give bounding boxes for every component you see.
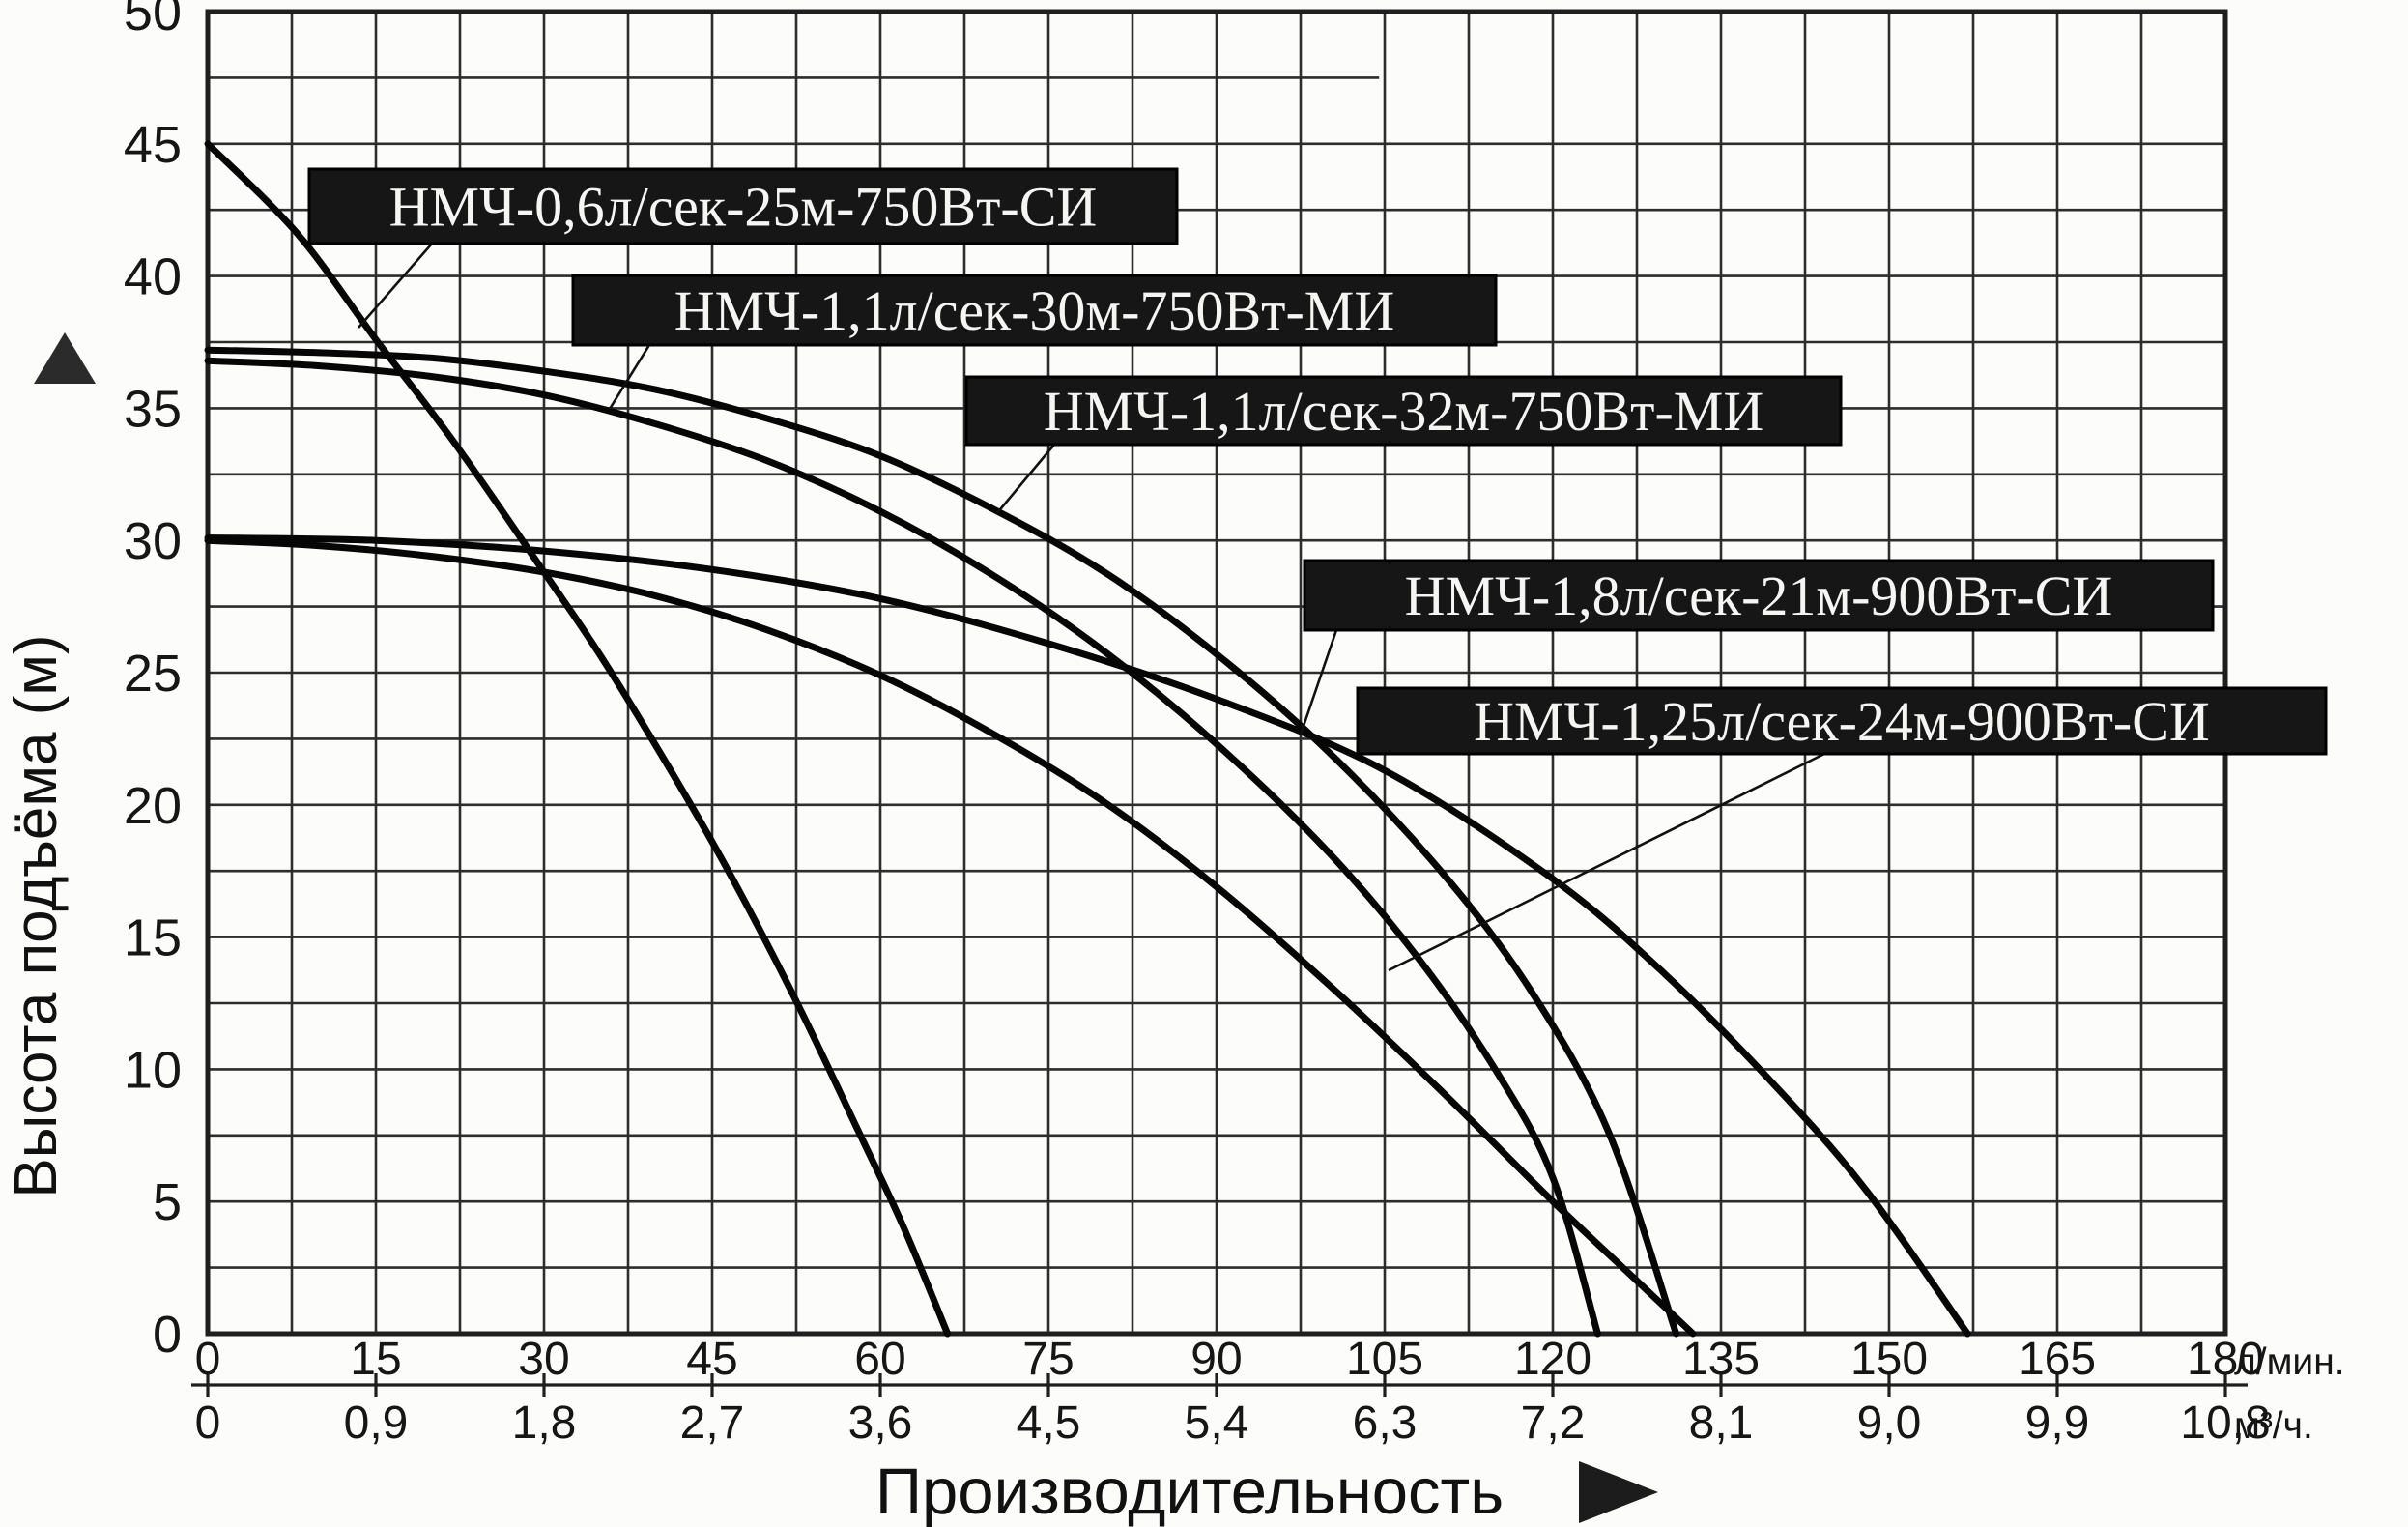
x-tick-label-lmin: 165: [2019, 1334, 2096, 1385]
x-tick-label-m3h: 2,7: [680, 1397, 745, 1449]
label-pointer-line: [608, 344, 651, 410]
x-tick-label-lmin: 75: [1022, 1334, 1074, 1385]
x-tick-label-m3h: 10,8: [2180, 1397, 2270, 1449]
x-tick-label-m3h: 3,6: [848, 1397, 913, 1449]
curve-label-box: [307, 167, 1179, 245]
pump-curve: [204, 534, 1971, 1338]
curve-label-box: [1356, 686, 2328, 756]
label-pointer-line: [358, 243, 433, 329]
x-tick-label-lmin: 120: [1514, 1334, 1591, 1385]
x-tick-label-lmin: 45: [686, 1334, 737, 1385]
axes: Высота подъёма (м) 50454035302520151050 …: [3, 0, 2345, 1527]
y-axis-up-arrow-icon: [34, 332, 96, 384]
y-tick-label: 40: [124, 248, 182, 306]
x-tick-label-m3h: 6,3: [1353, 1397, 1418, 1449]
x-tick-label-m3h: 4,5: [1017, 1397, 1081, 1449]
curve-labels: НМЧ-0,6л/сек-25м-750Вт-СИ НМЧ-1,1л/сек-30…: [307, 167, 2328, 756]
x-axis-unit-m3h: м³/ч.: [2234, 1405, 2313, 1447]
y-tick-label: 15: [124, 909, 182, 967]
label-pointer-line: [1388, 752, 1825, 972]
x-tick-label-m3h: 0: [195, 1397, 221, 1449]
label-pointer-line: [995, 444, 1055, 515]
x-tick-label-m3h: 0,9: [344, 1397, 409, 1449]
y-tick-label: 20: [124, 777, 182, 835]
curve-label: НМЧ-1,8л/сек-21м-900Вт-СИ: [1405, 564, 2113, 627]
pump-curve: [204, 536, 1697, 1338]
y-tick-label: 0: [153, 1306, 182, 1364]
x-tick-label-lmin: 105: [1346, 1334, 1423, 1385]
pump-curve: [204, 140, 952, 1338]
curve-label: НМЧ-1,1л/сек-30м-750Вт-МИ: [674, 279, 1395, 342]
x-tick-label-lmin: 60: [854, 1334, 905, 1385]
x-axis-unit-lmin: л/мин.: [2234, 1341, 2345, 1383]
y-tick-label: 50: [124, 0, 182, 42]
y-tick-label: 25: [124, 645, 182, 703]
x-axis-line: [191, 1373, 2248, 1397]
y-tick-label: 5: [153, 1173, 182, 1231]
y-tick-label: 45: [124, 116, 182, 174]
y-axis-title: Высота подъёма (м): [3, 634, 70, 1197]
curve-label: НМЧ-1,25л/сек-24м-900Вт-СИ: [1474, 690, 2210, 753]
y-tick-label: 10: [124, 1041, 182, 1099]
x-tick-label-m3h: 1,8: [512, 1397, 577, 1449]
curve-label-box: [1303, 559, 2215, 632]
x-tick-labels-m3h: 0 0,9 1,8 2,7 3,6 4,5 5,4 6,3 7,2 8,1 9,0 9,9 10,8: [195, 1397, 2271, 1449]
curve-label-box: [571, 274, 1498, 347]
x-tick-label-lmin: 30: [518, 1334, 569, 1385]
label-pointer-lines: [358, 243, 1825, 972]
x-tick-label-lmin: 150: [1850, 1334, 1928, 1385]
curve-label: НМЧ-0,6л/сек-25м-750Вт-СИ: [389, 176, 1098, 239]
y-tick-label: 30: [124, 512, 182, 570]
x-axis-right-arrow-icon: [1579, 1461, 1658, 1523]
x-tick-label-lmin: 0: [195, 1334, 221, 1385]
plot-border: [205, 9, 2228, 1337]
x-tick-labels-lmin: 0 15 30 45 60 75 90 105 120 135 150 165 180: [195, 1334, 2264, 1385]
x-tick-label-lmin: 90: [1190, 1334, 1242, 1385]
pump-curve: [204, 357, 1601, 1338]
x-tick-label-m3h: 9,9: [2025, 1397, 2090, 1449]
pump-curve: [204, 346, 1680, 1338]
curve-label: НМЧ-1,1л/сек-32м-750Вт-МИ: [1044, 380, 1764, 443]
x-axis-title: Производительность: [875, 1455, 1504, 1527]
x-tick-label-m3h: 7,2: [1521, 1397, 1586, 1449]
x-tick-label-m3h: 9,0: [1857, 1397, 1922, 1449]
y-tick-label: 35: [124, 380, 182, 438]
curve-label-box: [964, 375, 1843, 447]
x-tick-label-lmin: 135: [1682, 1334, 1760, 1385]
x-tick-label-m3h: 5,4: [1185, 1397, 1249, 1449]
label-pointer-line: [1299, 629, 1338, 735]
x-tick-label-m3h: 8,1: [1689, 1397, 1754, 1449]
pump-curves: [204, 140, 1971, 1338]
x-tick-label-lmin: 15: [350, 1334, 401, 1385]
x-tick-label-lmin: 180: [2187, 1334, 2264, 1385]
